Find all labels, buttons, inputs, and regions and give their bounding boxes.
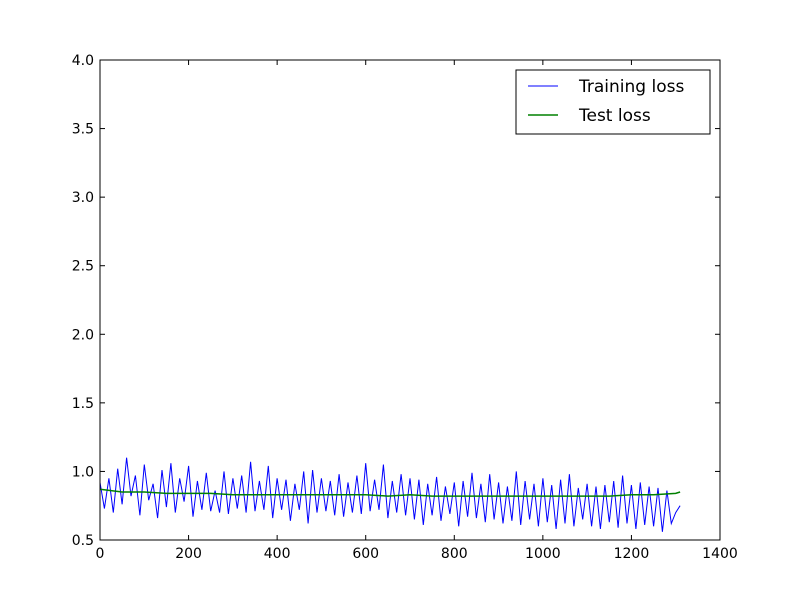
legend-label-test-loss: Test loss — [578, 106, 651, 126]
y-tick-label: 2.5 — [72, 259, 94, 275]
x-tick-label: 200 — [175, 546, 202, 562]
plot-area — [99, 457, 681, 532]
axes-border — [99, 59, 721, 541]
x-tick-label: 800 — [441, 546, 468, 562]
y-tick-label: 4.0 — [72, 53, 94, 69]
x-tick-label: 600 — [352, 546, 379, 562]
y-tick-label: 3.5 — [72, 122, 94, 138]
legend-label-training-loss: Training loss — [578, 77, 684, 97]
legend: Training loss Test loss — [515, 69, 711, 135]
axes-frame — [99, 59, 721, 541]
ticks: 0 200 400 600 800 1000 1200 1400 0.5 1.0 1.5 2.0 2.5… — [72, 53, 738, 562]
x-tick-label: 1200 — [614, 546, 650, 562]
series-line-training-loss — [99, 457, 681, 532]
y-tick-label: 3.0 — [72, 190, 94, 206]
x-tick-label: 0 — [96, 546, 105, 562]
x-tick-label: 1400 — [702, 546, 738, 562]
legend-box — [515, 69, 711, 135]
series-line-test-loss — [99, 488, 681, 497]
y-tick-label: 2.0 — [72, 327, 94, 343]
y-tick-label: 1.0 — [72, 464, 94, 480]
x-tick-label: 400 — [264, 546, 291, 562]
x-tick-label: 1000 — [525, 546, 561, 562]
y-tick-label: 1.5 — [72, 396, 94, 412]
y-tick-label: 0.5 — [72, 533, 94, 549]
